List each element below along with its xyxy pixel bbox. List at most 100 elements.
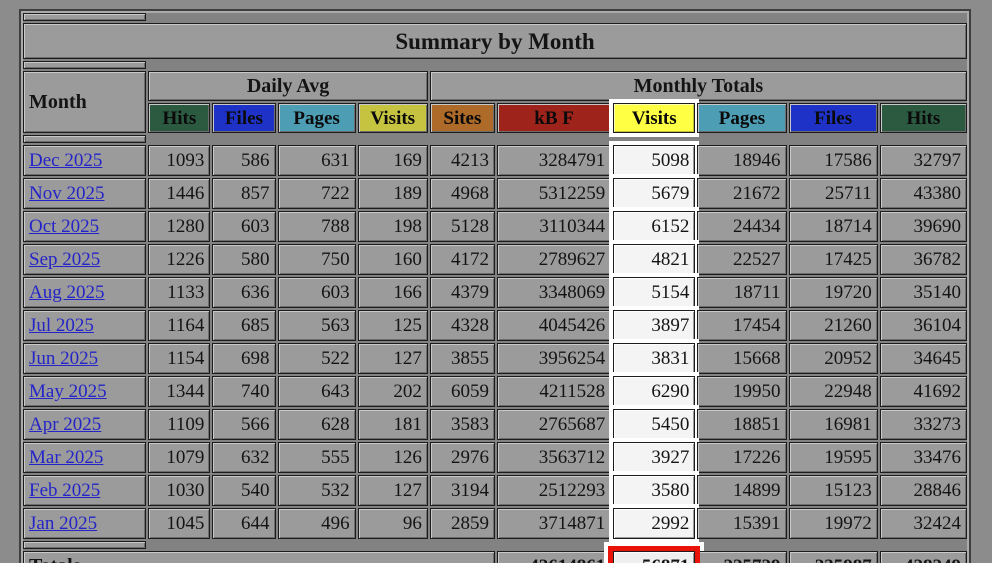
totals-kbf-cell: 42614861 [496,551,612,563]
spacer-cell [23,135,147,143]
spacer-cell [23,541,147,549]
value-cell: 15391 [697,508,787,539]
value-cell: 2976 [429,442,495,473]
month-link[interactable]: Feb 2025 [29,480,101,501]
month-link[interactable]: Mar 2025 [29,447,104,468]
table-row: Dec 2025 1093 586 631 169 4213 3284791 5098 189… [23,145,967,176]
visits-highlighted-cell: 3831 [613,343,696,374]
month-column-header: Month [23,71,147,133]
value-cell: 580 [212,244,276,275]
value-cell: 1109 [148,409,211,440]
visits-highlighted-cell: 5154 [613,277,696,308]
value-cell: 4968 [429,178,495,209]
value-cell: 35140 [879,277,967,308]
value-cell: 169 [357,145,428,176]
month-cell: May 2025 [23,376,147,407]
totals-files-cell: 235987 [788,551,878,563]
month-link[interactable]: Jan 2025 [29,513,98,534]
column-header-monthly_totals-kb-f: kB F [496,103,612,133]
value-cell: 628 [277,409,356,440]
value-cell: 18946 [697,145,787,176]
value-cell: 36782 [879,244,967,275]
value-cell: 4172 [429,244,495,275]
value-cell: 2512293 [496,475,612,506]
spacer-row [23,135,967,143]
month-link[interactable]: May 2025 [29,381,107,402]
month-link[interactable]: Oct 2025 [29,216,100,237]
column-header-daily_avg-pages: Pages [277,103,356,133]
value-cell: 1079 [148,442,211,473]
value-cell: 4045426 [496,310,612,341]
visits-highlighted-cell: 3580 [613,475,696,506]
totals-visits-cell-annotated: 56871 [608,546,701,563]
value-cell: 16981 [788,409,878,440]
value-cell: 166 [357,277,428,308]
value-cell: 1280 [148,211,211,242]
value-cell: 18714 [788,211,878,242]
table-row: Jan 2025 1045 644 496 96 2859 3714871 2992 1539… [23,508,967,539]
value-cell: 532 [277,475,356,506]
visits-highlighted-cell: 6290 [613,376,696,407]
value-cell: 127 [357,343,428,374]
month-cell: Aug 2025 [23,277,147,308]
table-row: Nov 2025 1446 857 722 189 4968 5312259 5679 216… [23,178,967,209]
value-cell: 126 [357,442,428,473]
table-row: Jul 2025 1164 685 563 125 4328 4045426 3897 174… [23,310,967,341]
month-link[interactable]: Apr 2025 [29,414,102,435]
value-cell: 3714871 [496,508,612,539]
value-cell: 21672 [697,178,787,209]
value-cell: 39690 [879,211,967,242]
value-cell: 3284791 [496,145,612,176]
column-header-row: Hits Files Pages Visits Sites kB F Visits Pages… [23,103,967,133]
value-cell: 698 [212,343,276,374]
value-cell: 28846 [879,475,967,506]
value-cell: 32797 [879,145,967,176]
spacer-row [23,13,967,21]
value-cell: 3348069 [496,277,612,308]
page-title: Summary by Month [23,23,967,59]
value-cell: 22527 [697,244,787,275]
column-header-monthly_totals-files: Files [788,103,878,133]
value-cell: 4213 [429,145,495,176]
group-header-row: Month Daily Avg Monthly Totals [23,71,967,133]
table-row: Oct 2025 1280 603 788 198 5128 3110344 6152 244… [23,211,967,242]
month-cell: Dec 2025 [23,145,147,176]
month-link[interactable]: Nov 2025 [29,183,105,204]
value-cell: 19595 [788,442,878,473]
month-link[interactable]: Sep 2025 [29,249,101,270]
value-cell: 22948 [788,376,878,407]
column-header-monthly_totals-sites: Sites [429,103,495,133]
column-header-monthly_totals-visits: Visits [613,103,696,133]
value-cell: 603 [212,211,276,242]
value-cell: 788 [277,211,356,242]
value-cell: 563 [277,310,356,341]
value-cell: 24434 [697,211,787,242]
month-link[interactable]: Jun 2025 [29,348,99,369]
table-row: Mar 2025 1079 632 555 126 2976 3563712 3927 172… [23,442,967,473]
value-cell: 2789627 [496,244,612,275]
value-cell: 18851 [697,409,787,440]
value-cell: 750 [277,244,356,275]
spacer-row [23,61,967,69]
totals-hits-cell: 428249 [879,551,967,563]
value-cell: 496 [277,508,356,539]
table-row: May 2025 1344 740 643 202 6059 4211528 6290 199… [23,376,967,407]
value-cell: 631 [277,145,356,176]
visits-highlighted-cell: 3897 [613,310,696,341]
visits-highlighted-cell: 5098 [613,145,696,176]
value-cell: 20952 [788,343,878,374]
value-cell: 857 [212,178,276,209]
month-cell: Mar 2025 [23,442,147,473]
month-link[interactable]: Dec 2025 [29,150,103,171]
value-cell: 15668 [697,343,787,374]
visits-highlighted-cell: 5679 [613,178,696,209]
value-cell: 202 [357,376,428,407]
value-cell: 18711 [697,277,787,308]
month-link[interactable]: Aug 2025 [29,282,105,303]
value-cell: 2859 [429,508,495,539]
summary-by-month-table: Summary by Month Month Daily Avg Monthly… [19,9,971,563]
month-cell: Feb 2025 [23,475,147,506]
column-header-daily_avg-hits: Hits [148,103,211,133]
month-link[interactable]: Jul 2025 [29,315,94,336]
value-cell: 6059 [429,376,495,407]
